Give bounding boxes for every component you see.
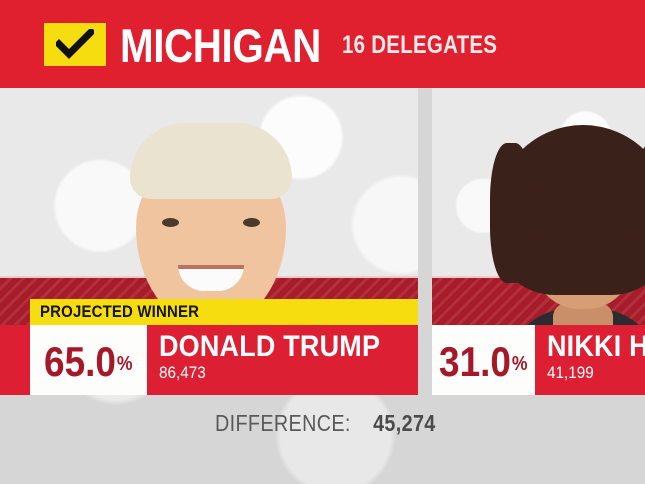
percent-symbol: % — [117, 352, 133, 375]
state-name: MICHIGAN — [120, 18, 321, 72]
candidate-votes-trump: 86,473 — [159, 363, 206, 382]
candidate-name-haley: NIKKI HA — [547, 330, 645, 363]
candidate-name-trump: DONALD TRUMP — [159, 330, 381, 363]
name-cell-haley: NIKKI HA 41,199 — [535, 325, 645, 395]
result-bar-haley: 31.0% NIKKI HA 41,199 — [432, 325, 645, 395]
candidate-votes-haley: 41,199 — [547, 363, 594, 382]
difference-row: DIFFERENCE: 45,274 — [0, 410, 645, 437]
percent-cell-trump: 65.0% — [30, 325, 147, 395]
percent-value-haley: 31.0% — [439, 337, 528, 385]
name-cell-trump: DONALD TRUMP 86,473 — [147, 325, 418, 395]
checkmark-badge — [44, 22, 106, 66]
result-bar-trump: 65.0% DONALD TRUMP 86,473 — [30, 325, 418, 395]
percent-value-trump: 65.0% — [44, 337, 133, 385]
checkmark-icon — [56, 29, 94, 59]
header-content: MICHIGAN 16 DELEGATES — [44, 0, 531, 88]
left-accent-rail — [0, 325, 30, 395]
percent-cell-haley: 31.0% — [432, 325, 535, 395]
difference-label: DIFFERENCE: — [214, 410, 351, 436]
percent-symbol: % — [512, 352, 528, 375]
projected-winner-banner: PROJECTED WINNER — [30, 299, 418, 325]
delegate-count: 16 DELEGATES — [341, 31, 497, 59]
header-banner: MICHIGAN 16 DELEGATES — [0, 0, 645, 88]
projected-winner-label: PROJECTED WINNER — [40, 302, 200, 321]
difference-value: 45,274 — [373, 410, 437, 436]
